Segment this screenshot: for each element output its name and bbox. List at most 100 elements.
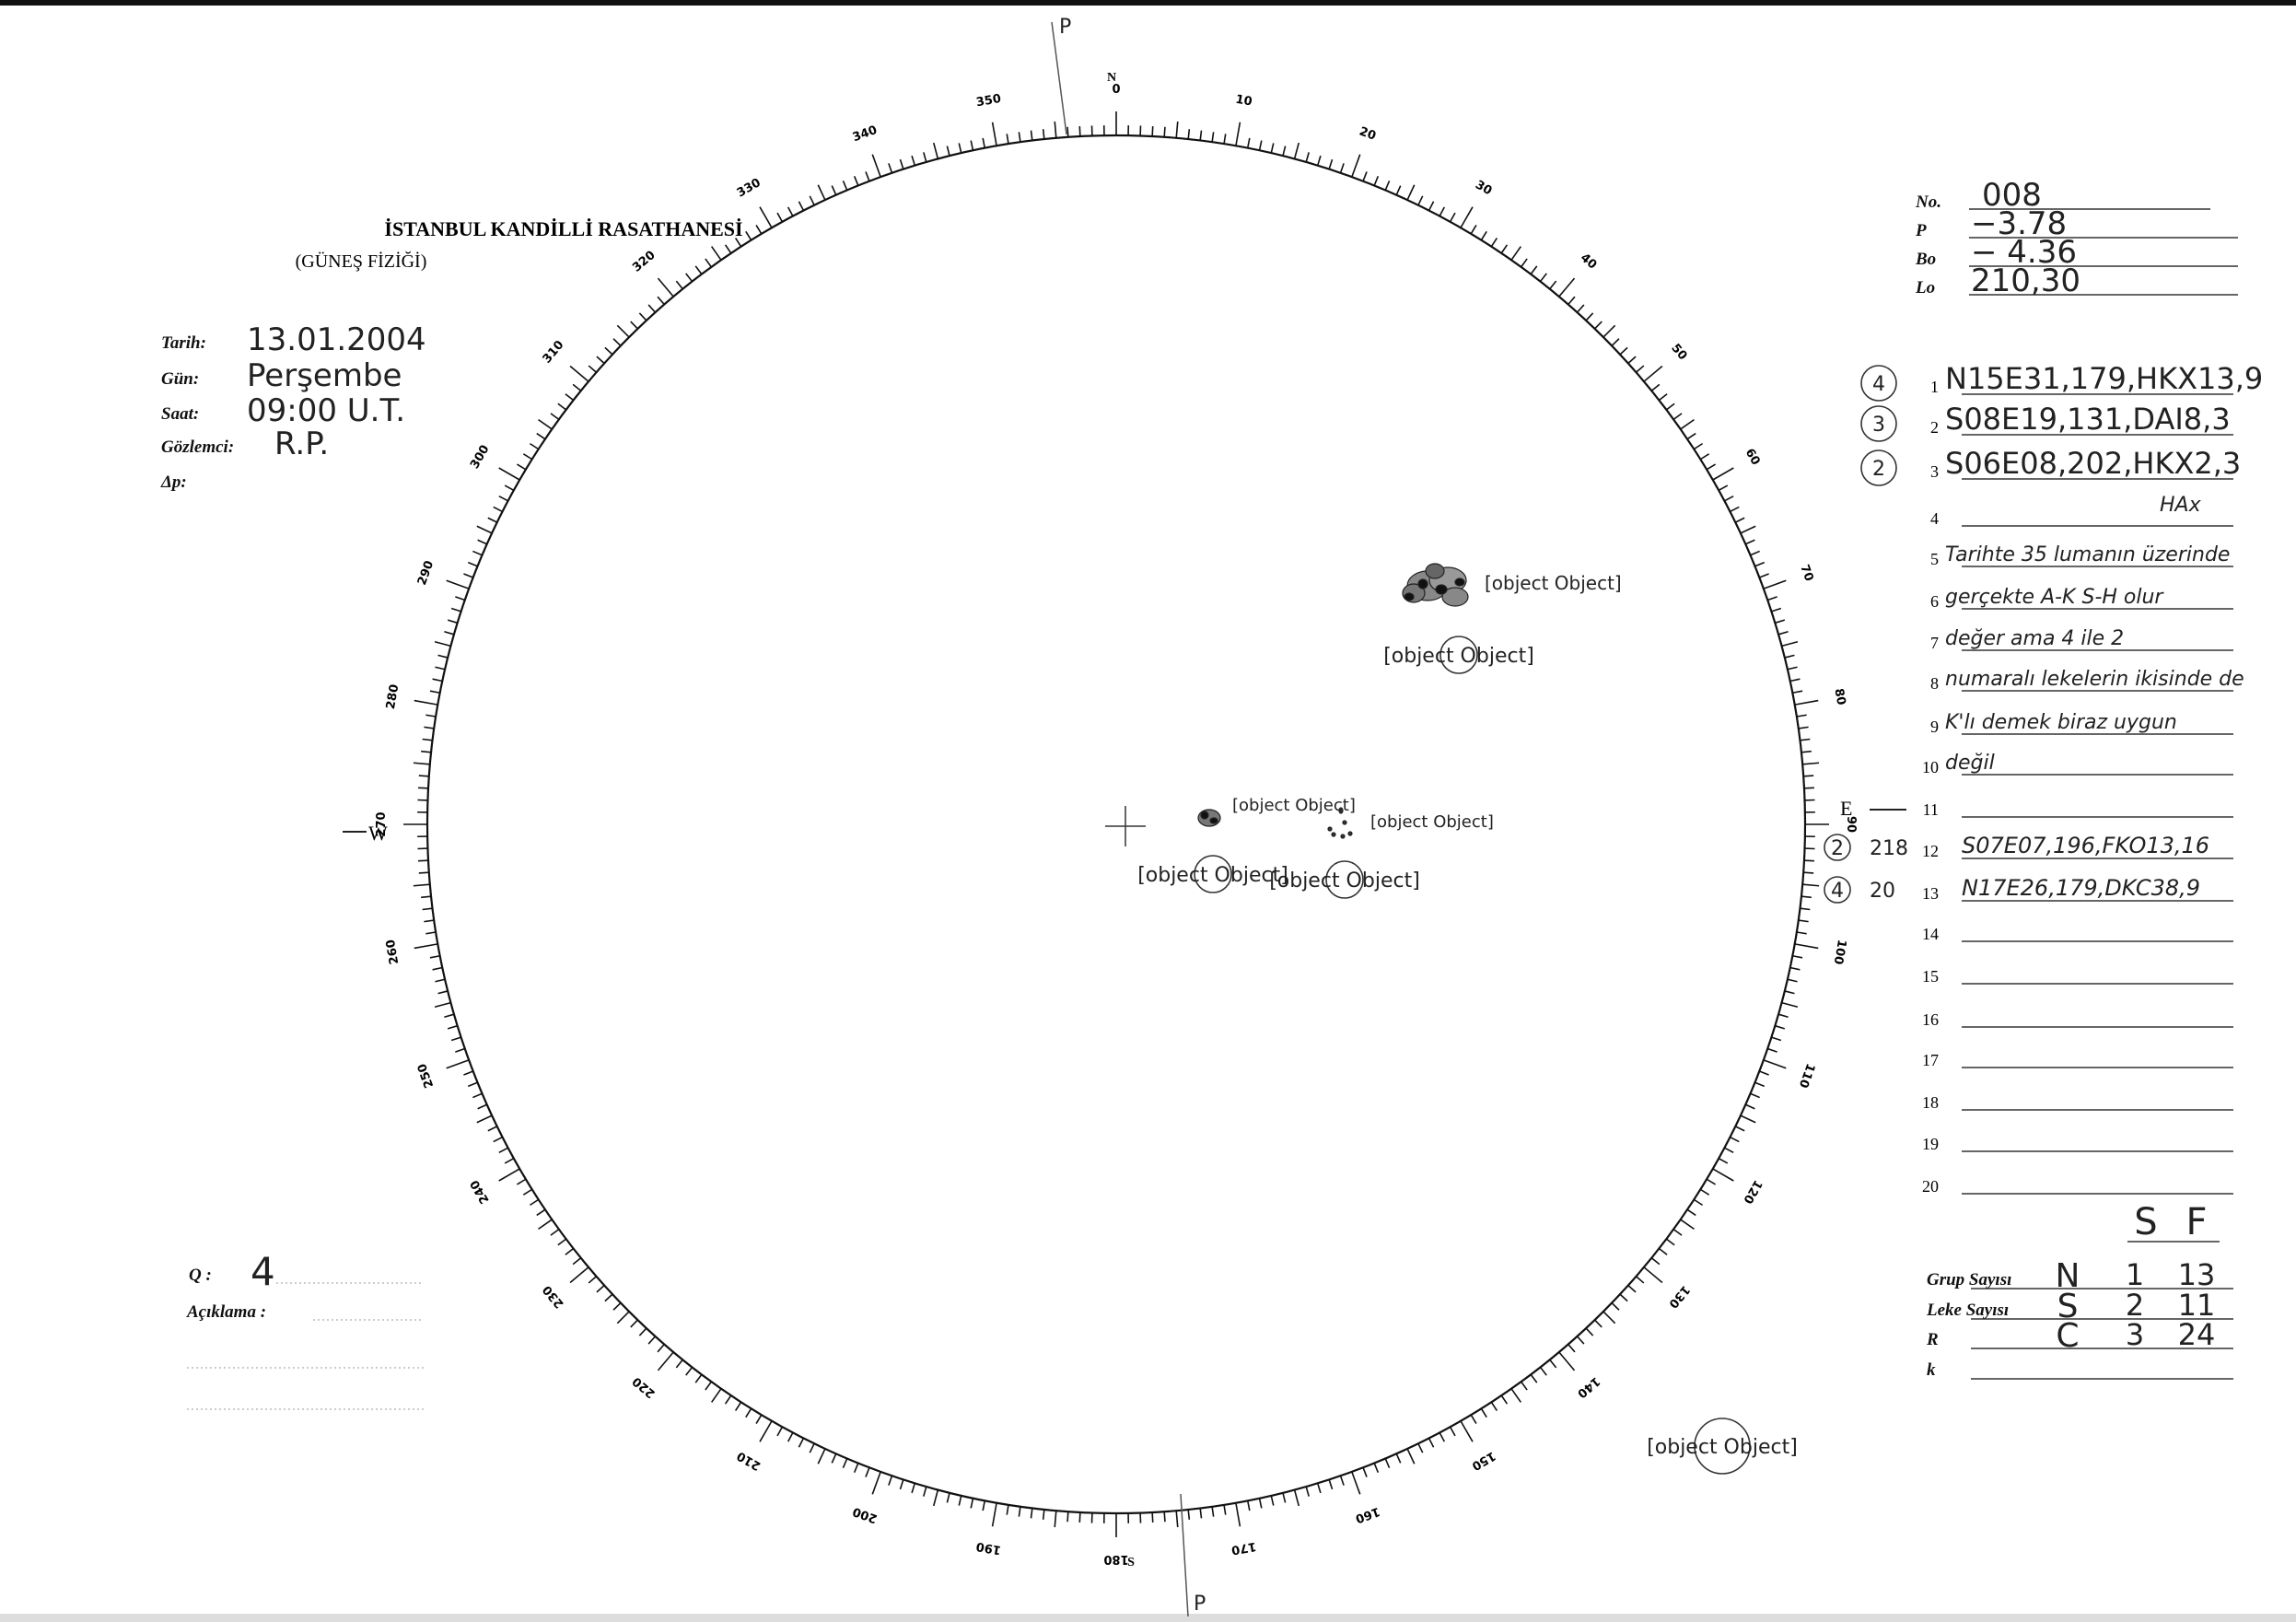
degree-tick [1794, 699, 1819, 706]
degree-tick [1643, 1266, 1663, 1284]
degree-tick [447, 1024, 458, 1030]
degree-tick [434, 1001, 451, 1009]
degree-tick [413, 883, 430, 887]
degree-tick [745, 1407, 752, 1418]
degree-tick [413, 762, 430, 765]
sunspot [1417, 578, 1428, 589]
degree-tick [958, 1495, 962, 1506]
degree-tick [1789, 966, 1801, 971]
degree-tick [1777, 1013, 1789, 1018]
degree-tick [435, 666, 446, 671]
degree-tick [982, 1500, 986, 1511]
degree-tick [1750, 1092, 1760, 1099]
degree-tick [1665, 1238, 1675, 1246]
degree-tick [604, 346, 613, 356]
degree-label: 350 [975, 92, 1002, 110]
degree-tick [536, 1208, 546, 1217]
degree-tick [1395, 185, 1402, 195]
degree-tick [417, 859, 429, 862]
degree-tick [991, 1502, 997, 1527]
param-label: P [1915, 221, 1927, 240]
degree-tick [536, 432, 546, 440]
degree-tick [1763, 579, 1787, 589]
degree-tick [1594, 321, 1603, 330]
degree-tick [1470, 1414, 1477, 1425]
degree-tick [1539, 273, 1547, 283]
degree-tick [1510, 1388, 1522, 1403]
degree-tick [604, 1293, 613, 1302]
degree-tick [798, 1438, 805, 1448]
degree-tick [1362, 171, 1368, 181]
row-number: 10 [1922, 758, 1939, 776]
row-number: 13 [1922, 884, 1939, 903]
degree-tick [1175, 1511, 1179, 1528]
circled-number: [object Object] [1269, 869, 1420, 893]
degree-tick [1406, 1448, 1416, 1464]
degree-tick [970, 140, 974, 151]
degree-tick [1803, 859, 1815, 862]
circled-number: 2 [1872, 458, 1885, 481]
count-label: R [1926, 1330, 1939, 1349]
north-label: N [1107, 71, 1116, 85]
circled-number: [object Object] [1137, 864, 1288, 887]
row-text: N15E31,179,HKX13,9 [1945, 361, 2263, 396]
param-label: No. [1915, 193, 1941, 212]
degree-tick [745, 230, 752, 241]
degree-tick [787, 1432, 794, 1442]
degree-tick [657, 296, 665, 306]
degree-tick [657, 277, 674, 298]
degree-tick [1339, 163, 1345, 174]
degree-tick [932, 1489, 939, 1507]
degree-tick [1175, 121, 1179, 138]
degree-tick [467, 561, 478, 567]
row-number: 17 [1922, 1051, 1939, 1069]
degree-tick [516, 1178, 527, 1185]
scan-edge [0, 0, 2296, 6]
circled-mark [1824, 834, 1851, 861]
degree-tick [638, 312, 647, 321]
circled-number: [object Object] [1647, 1436, 1798, 1459]
degree-tick [1439, 1432, 1446, 1442]
degree-label: 270 [375, 811, 389, 836]
degree-tick [1627, 356, 1637, 365]
degree-tick [1470, 224, 1477, 235]
degree-tick [1199, 1508, 1203, 1519]
degree-tick [1712, 467, 1734, 481]
degree-tick [1745, 539, 1755, 545]
degree-tick [538, 1219, 553, 1231]
degree-tick [1603, 1311, 1616, 1324]
degree-tick [1258, 1498, 1263, 1509]
degree-tick [1730, 1136, 1740, 1143]
degree-tick [710, 1388, 722, 1403]
degree-tick [958, 143, 962, 154]
degree-tick [1594, 1319, 1603, 1328]
degree-tick [1395, 1453, 1402, 1464]
degree-label: 240 [468, 1177, 493, 1206]
degree-tick [853, 1463, 859, 1474]
circled-mark [1325, 860, 1364, 899]
degree-tick [946, 146, 950, 157]
degree-tick [675, 1359, 683, 1369]
param-label: Bo [1915, 250, 1936, 269]
row-number: 12 [1922, 842, 1939, 860]
degree-tick [1211, 132, 1215, 143]
degree-tick [1585, 1327, 1594, 1336]
degree-tick [787, 206, 794, 216]
degree-tick [1018, 1506, 1021, 1517]
param-value: − 4.36 [1971, 234, 2077, 271]
degree-tick [630, 321, 638, 330]
degree-label: 70 [1797, 563, 1815, 583]
sunspot [1342, 820, 1347, 825]
degree-tick [1270, 1495, 1275, 1506]
degree-tick [432, 678, 443, 683]
degree-tick [425, 931, 437, 935]
degree-tick [1042, 1509, 1045, 1520]
sunspot [1331, 832, 1336, 837]
degree-tick [1384, 1458, 1391, 1468]
degree-tick [1792, 690, 1803, 694]
degree-tick [569, 365, 589, 382]
degree-tick [569, 1266, 589, 1284]
degree-tick [1798, 919, 1809, 923]
degree-tick [1802, 762, 1820, 765]
param-value: 210,30 [1971, 263, 2080, 299]
